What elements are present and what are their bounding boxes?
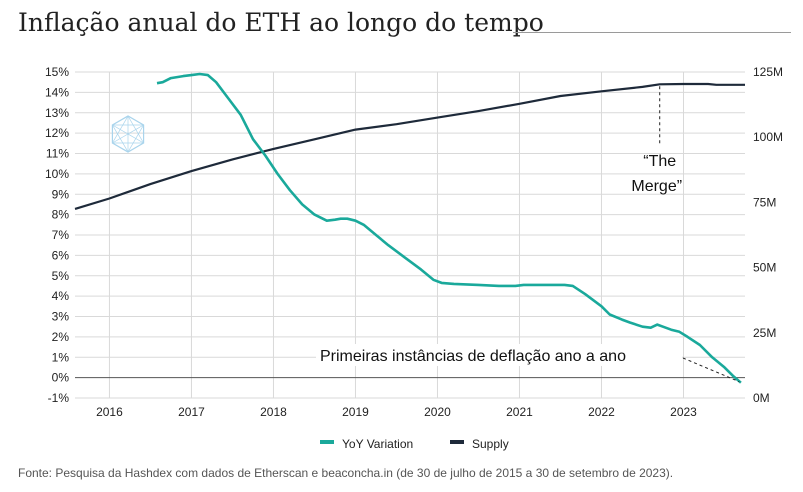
y-left-tick-label: 4% [52, 289, 70, 303]
y-left-tick-label: 13% [45, 106, 69, 120]
deflation-annotation-bg [316, 344, 682, 366]
x-tick-label: 2023 [670, 405, 697, 419]
y-left-tick-label: 2% [52, 330, 70, 344]
x-tick-label: 2020 [424, 405, 451, 419]
x-tick-label: 2016 [96, 405, 123, 419]
legend-label-yoy: YoY Variation [342, 437, 413, 451]
y-left-tick-label: -1% [48, 391, 70, 405]
y-right-tick-label: 75M [753, 195, 776, 209]
deflation-pointer-line [682, 357, 740, 383]
y-left-tick-label: 0% [52, 371, 70, 385]
hashdex-logo-icon [111, 115, 145, 153]
y-right-tick-label: 100M [753, 130, 783, 144]
y-left-tick-label: 14% [45, 85, 69, 99]
y-left-tick-label: 9% [52, 187, 70, 201]
y-left-tick-label: 15% [45, 65, 69, 79]
y-left-tick-label: 1% [52, 350, 70, 364]
deflation-annotation: Primeiras instâncias de deflação ano a a… [320, 348, 626, 365]
x-tick-label: 2021 [506, 405, 533, 419]
y-left-tick-label: 8% [52, 208, 70, 222]
x-tick-label: 2019 [342, 405, 369, 419]
y-right-tick-label: 50M [753, 261, 776, 275]
y-left-tick-label: 5% [52, 269, 70, 283]
y-left-tick-label: 12% [45, 126, 69, 140]
title-rule [513, 32, 791, 33]
y-right-tick-label: 125M [753, 65, 783, 79]
inflation-chart: 15% 14% 13% 12% 11% 10% 9% 8% 7% 6% 5% 4% 3% 2% 1% 0% -1… [45, 65, 783, 451]
page-title: Inflação anual do ETH ao longo do tempo [18, 8, 544, 37]
x-tick-label: 2022 [588, 405, 615, 419]
legend-swatch-yoy [320, 440, 334, 444]
y-left-tick-label: 3% [52, 310, 70, 324]
merge-annotation-line1: “The [643, 153, 676, 170]
y-left-tick-label: 7% [52, 228, 70, 242]
y-left-tick-label: 10% [45, 167, 69, 181]
legend-label-supply: Supply [472, 437, 509, 451]
y-right-tick-label: 25M [753, 326, 776, 340]
yoy-series-line [156, 72, 742, 384]
x-tick-label: 2017 [178, 405, 205, 419]
merge-annotation-line2: Merge” [631, 178, 682, 195]
y-right-tick-label: 0M [753, 391, 770, 405]
y-left-tick-label: 6% [52, 248, 70, 262]
legend-swatch-supply [450, 440, 464, 444]
source-note: Fonte: Pesquisa da Hashdex com dados de … [18, 466, 674, 480]
x-tick-label: 2018 [260, 405, 287, 419]
supply-series-line [74, 82, 745, 210]
y-left-tick-label: 11% [46, 147, 69, 161]
